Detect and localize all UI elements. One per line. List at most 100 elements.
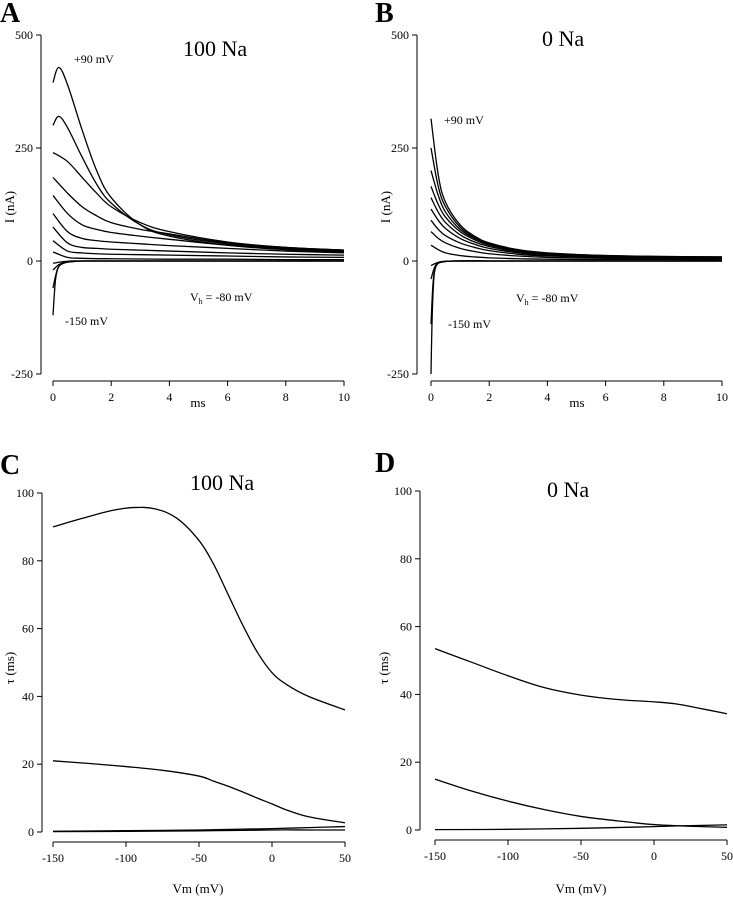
y-axis-title-c: τ (ms) <box>2 652 17 684</box>
traces-a <box>52 66 345 316</box>
panel-d: D 0 Na 0 20 40 60 80 100 -150 -100 -50 0 50 τ (ms… <box>375 448 733 896</box>
x-tick-label-b: 4 <box>544 390 550 404</box>
x-tick-label-a: 2 <box>108 390 114 404</box>
panel-letter-b: B <box>375 0 394 29</box>
x-tick-label-d: 0 <box>651 849 657 863</box>
trace-a-150mv <box>52 260 344 316</box>
panel-title-a: 100 Na <box>183 36 247 61</box>
trace-d-tau3 <box>434 824 728 831</box>
x-tick-label-d: -100 <box>497 849 519 863</box>
y-tick-label-d: 20 <box>400 755 412 769</box>
x-tick-label-d: 50 <box>721 849 733 863</box>
trace-b-50mv <box>430 231 723 260</box>
y-tick-label-a: 500 <box>15 28 33 42</box>
x-tick-label-a: 6 <box>225 390 231 404</box>
panel-letter-d: D <box>375 448 395 479</box>
panel-c: C 100 Na 0 20 40 60 80 100 -150 -100 -50 0 50 τ (… <box>0 450 351 896</box>
x-tick-label-d: -50 <box>573 849 589 863</box>
y-tick-label-c: 60 <box>22 622 34 636</box>
x-tick-label-b: 8 <box>661 390 667 404</box>
x-axis-c: -150 -100 -50 0 50 <box>42 841 351 865</box>
x-tick-label-c: -100 <box>115 851 137 865</box>
annotation-bottom-a: -150 mV <box>65 314 108 328</box>
trace-c-tau2 <box>52 760 346 824</box>
y-tick-label-d: 80 <box>400 552 412 566</box>
y-tick-label-a: 0 <box>27 254 33 268</box>
y-tick-label-a: 250 <box>15 141 33 155</box>
trace-a-50mv <box>52 240 345 259</box>
x-tick-label-d: -150 <box>424 849 446 863</box>
y-tick-label-d: 40 <box>400 687 412 701</box>
x-tick-label-b: 0 <box>428 390 434 404</box>
y-tick-label-b: -250 <box>387 367 409 381</box>
y-axis-d: 0 20 40 60 80 100 <box>394 484 421 837</box>
y-tick-label-d: 0 <box>406 823 412 837</box>
y-tick-label-c: 40 <box>22 689 34 703</box>
x-tick-label-b: 2 <box>486 390 492 404</box>
y-tick-label-b: 500 <box>391 28 409 42</box>
x-tick-label-a: 8 <box>283 390 289 404</box>
x-tick-label-c: -150 <box>42 851 64 865</box>
trace-b-110mv <box>430 260 722 280</box>
panel-letter-c: C <box>0 450 20 481</box>
annotation-holding-a: Vh = -80 mV <box>190 290 253 306</box>
annotation-top-a: +90 mV <box>74 52 114 66</box>
traces-b <box>430 118 723 375</box>
y-tick-label-c: 80 <box>22 554 34 568</box>
trace-a-130mv <box>52 260 344 289</box>
trace-b-30mv <box>430 219 723 260</box>
trace-a-90mv <box>52 66 345 253</box>
x-axis-title-d: Vm (mV) <box>556 881 607 896</box>
x-tick-label-a: 4 <box>166 390 172 404</box>
x-axis-d: -150 -100 -50 0 50 <box>424 839 733 863</box>
trace-d-tau1 <box>434 648 728 715</box>
x-tick-label-c: 0 <box>269 851 275 865</box>
trace-b-70mv <box>430 244 723 261</box>
panel-title-d: 0 Na <box>547 477 589 502</box>
annotation-bottom-b: -150 mV <box>448 317 491 331</box>
y-axis-c: 0 20 40 60 80 100 <box>16 486 43 839</box>
panel-a: A 100 Na -250 0 250 500 0 2 4 6 8 10 I (nA) ms +… <box>0 0 350 410</box>
trace-a-70mv <box>52 115 345 252</box>
trace-c-tau4 <box>52 829 345 833</box>
y-axis-title-b: I (nA) <box>378 191 393 223</box>
y-tick-label-b: 0 <box>403 254 409 268</box>
trace-b-70mv <box>430 147 723 258</box>
panel-b: B 0 Na -250 0 250 500 0 2 4 6 8 10 I (nA) ms +90… <box>375 0 728 410</box>
x-axis-title-c: Vm (mV) <box>173 881 224 896</box>
panel-title-b: 0 Na <box>542 26 584 51</box>
trace-a-30mv <box>52 226 345 256</box>
y-axis-b: -250 0 250 500 <box>387 28 418 381</box>
x-axis-title-b: ms <box>569 395 584 410</box>
x-tick-label-c: -50 <box>191 851 207 865</box>
y-tick-label-c: 100 <box>16 486 34 500</box>
y-tick-label-d: 100 <box>394 484 412 498</box>
annotation-top-b: +90 mV <box>444 113 484 127</box>
x-tick-label-a: 10 <box>338 390 350 404</box>
trace-a-10mv <box>52 195 345 252</box>
x-tick-label-b: 10 <box>716 390 728 404</box>
x-tick-label-b: 6 <box>603 390 609 404</box>
y-tick-label-c: 20 <box>22 757 34 771</box>
y-axis-title-d: τ (ms) <box>376 652 391 684</box>
trace-b-30mv <box>430 186 723 259</box>
annotation-holding-b: Vh = -80 mV <box>516 291 579 307</box>
trace-d-tau2 <box>434 778 728 828</box>
x-tick-label-a: 0 <box>50 390 56 404</box>
trace-a-70mv <box>52 251 345 261</box>
x-axis-b: 0 2 4 6 8 10 <box>428 380 728 404</box>
panel-title-c: 100 Na <box>190 470 254 495</box>
x-tick-label-c: 50 <box>339 851 351 865</box>
trace-a-30mv <box>52 176 345 251</box>
y-axis-a: -250 0 250 500 <box>11 28 42 381</box>
trace-b-10mv <box>430 197 723 259</box>
trace-b-150mv <box>430 260 722 375</box>
trace-a-110mv <box>52 260 344 271</box>
x-axis-title-a: ms <box>190 395 205 410</box>
y-tick-label-b: 250 <box>391 141 409 155</box>
trace-a-50mv <box>52 151 345 251</box>
traces-d <box>434 648 728 831</box>
x-axis-a: 0 2 4 6 8 10 <box>50 380 350 404</box>
trace-c-tau1 <box>52 506 346 711</box>
